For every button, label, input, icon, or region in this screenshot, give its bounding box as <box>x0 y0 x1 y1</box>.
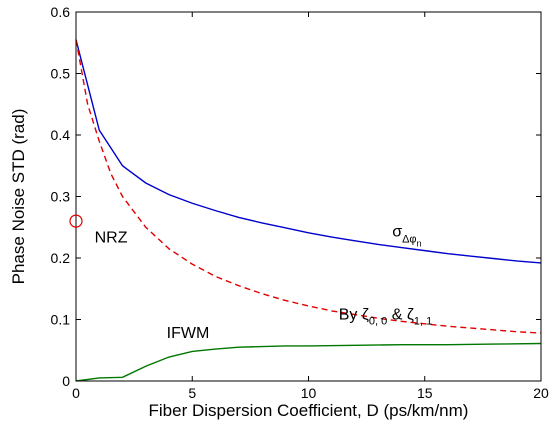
y-tick-label: 0.2 <box>51 250 71 266</box>
sigma-subscript: Δφ <box>402 233 416 245</box>
x-tick-label: 5 <box>188 385 196 401</box>
series-line-3 <box>75 342 542 382</box>
zeta-mid: & ζ <box>387 307 414 324</box>
series-line-2 <box>75 39 542 334</box>
series-layer <box>75 39 542 382</box>
x-tick-label: 0 <box>72 385 80 401</box>
y-tick-label: 0.5 <box>51 66 71 82</box>
zeta-subscript-1: 0, 0 <box>369 316 387 328</box>
ifwm-annotation: IFWM <box>167 325 210 342</box>
zeta-prefix: By ζ <box>339 307 369 324</box>
zeta-subscript-2: 1, 1 <box>414 316 432 328</box>
sigma-subsubscript: n <box>417 238 422 248</box>
zeta-annotation: By ζ0, 0 & ζ1, 1 <box>339 307 433 328</box>
x-tick-label: 15 <box>417 385 433 401</box>
sigma-annotation: σΔφn <box>392 223 421 248</box>
y-tick-label: 0.6 <box>51 4 71 20</box>
series-line-1 <box>75 39 542 264</box>
marker-layer <box>69 214 83 228</box>
y-tick-label: 0.1 <box>51 312 71 328</box>
y-tick-label: 0.3 <box>51 189 71 205</box>
y-tick-label: 0 <box>62 373 70 389</box>
x-axis-label: Fiber Dispersion Coefficient, D (ps/km/n… <box>149 401 469 420</box>
ticks-layer: 0 5 10 15 20 0 0.1 0.2 0.3 0.4 0.5 0.6 <box>51 4 549 401</box>
y-tick-label: 0.4 <box>51 127 71 143</box>
y-axis-label: Phase Noise STD (rad) <box>9 109 28 285</box>
nrz-annotation: NRZ <box>95 230 128 247</box>
x-tick-label: 20 <box>533 385 549 401</box>
plot-frame <box>75 11 542 382</box>
x-tick-label: 10 <box>301 385 317 401</box>
sigma-symbol: σ <box>392 223 402 240</box>
nrz-marker <box>69 214 83 228</box>
